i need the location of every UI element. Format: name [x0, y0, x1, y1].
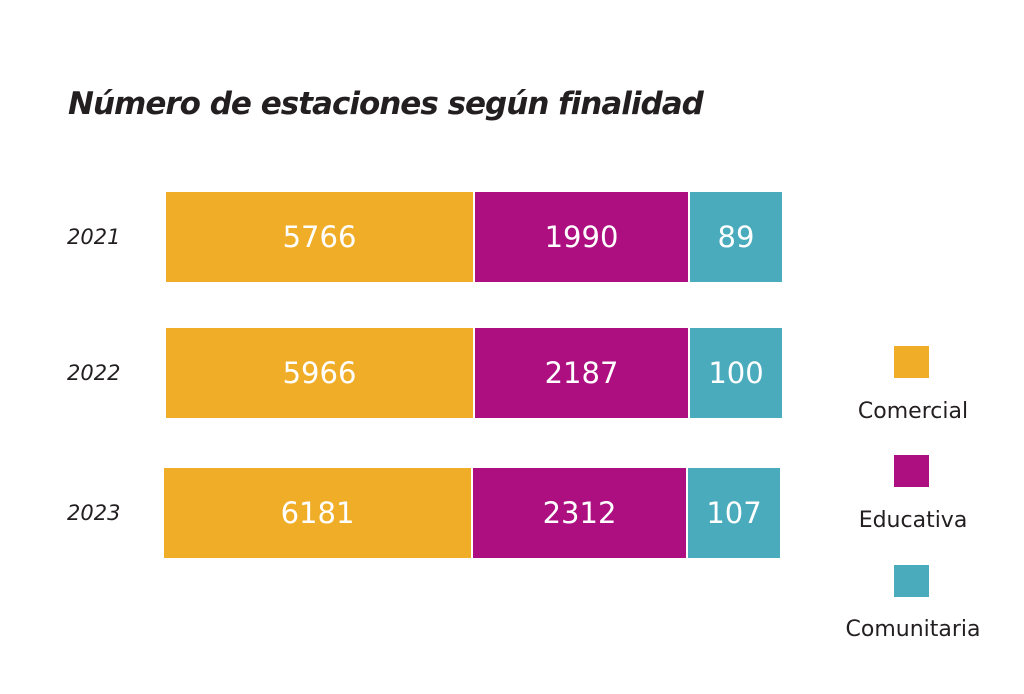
legend-label-comunitaria: Comunitaria	[845, 617, 981, 642]
data-label: 100	[708, 356, 764, 390]
bar-segment-educativa-2023: 2312	[473, 468, 688, 558]
data-label: 2187	[544, 356, 619, 390]
bar-row-2021: 5766 1990 89	[166, 192, 782, 282]
bar-row-2023: 6181 2312 107	[164, 468, 780, 558]
legend-label-educativa: Educativa	[858, 508, 968, 533]
legend-swatch-educativa	[894, 455, 929, 487]
bar-segment-comunitaria-2023: 107	[688, 468, 780, 558]
bar-segment-comercial-2021: 5766	[166, 192, 475, 282]
bar-segment-comunitaria-2022: 100	[690, 328, 782, 418]
year-label-2023: 2023	[67, 501, 121, 525]
year-label-2021: 2021	[67, 225, 121, 249]
legend-swatch-comunitaria	[894, 565, 929, 597]
data-label: 1990	[544, 220, 619, 254]
data-label: 5966	[282, 356, 357, 390]
data-label: 5766	[282, 220, 357, 254]
bar-segment-comercial-2022: 5966	[166, 328, 475, 418]
bar-segment-educativa-2021: 1990	[475, 192, 690, 282]
year-label-2022: 2022	[67, 361, 121, 385]
legend-label-comercial: Comercial	[857, 399, 969, 424]
bar-segment-comunitaria-2021: 89	[690, 192, 782, 282]
data-label: 89	[717, 220, 755, 254]
bar-row-2022: 5966 2187 100	[166, 328, 782, 418]
data-label: 6181	[280, 496, 355, 530]
bar-segment-comercial-2023: 6181	[164, 468, 473, 558]
legend-swatch-comercial	[894, 346, 929, 378]
data-label: 107	[706, 496, 762, 530]
bar-segment-educativa-2022: 2187	[475, 328, 690, 418]
data-label: 2312	[542, 496, 617, 530]
chart-title: Número de estaciones según finalidad	[68, 86, 704, 122]
